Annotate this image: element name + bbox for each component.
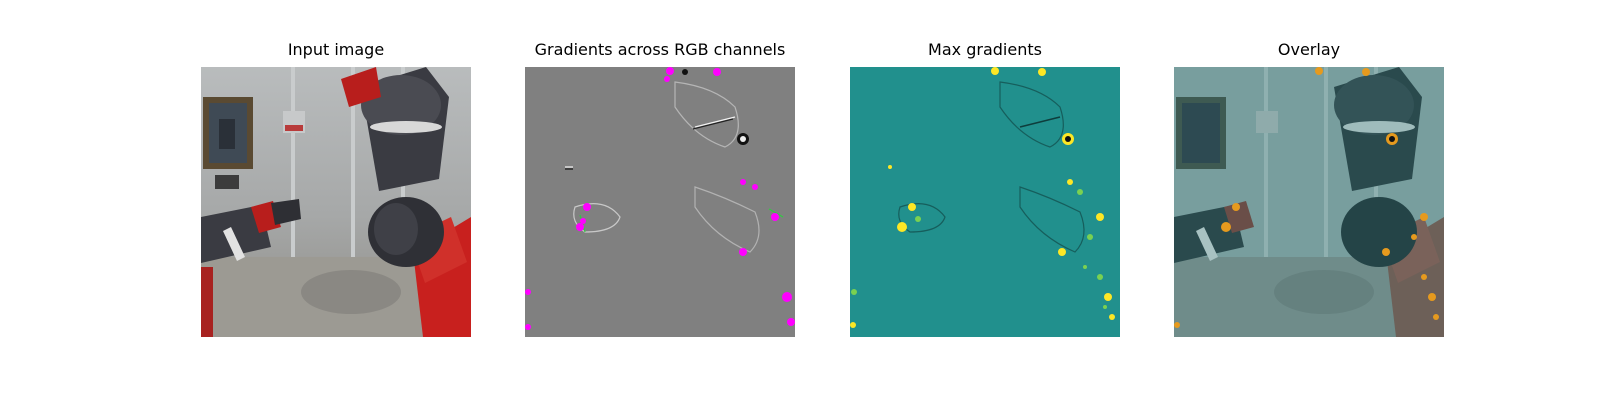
rgb-gradients-image: [525, 67, 795, 337]
panel-title: Input image: [287, 40, 385, 59]
max-gradients-image: [850, 67, 1120, 337]
overlay-image: [1174, 67, 1444, 337]
panel-title: Gradients across RGB channels: [534, 40, 786, 59]
panel-title: Overlay: [1277, 40, 1341, 59]
input-image: [201, 67, 471, 337]
panel-title: Max gradients: [928, 40, 1042, 59]
